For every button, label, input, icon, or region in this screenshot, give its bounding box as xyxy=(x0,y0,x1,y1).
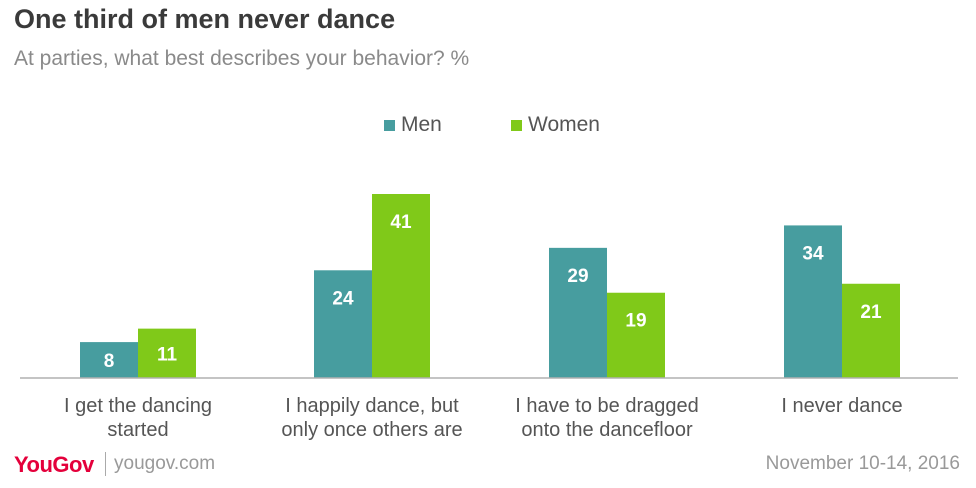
legend-item-men: Men xyxy=(384,113,442,137)
footer-url: yougov.com xyxy=(114,453,216,474)
legend-swatch-men xyxy=(384,119,395,131)
bar-women-2 xyxy=(607,292,665,378)
data-label-women-0: 11 xyxy=(157,344,178,365)
legend-label-women: Women xyxy=(528,113,600,136)
data-label-men-2: 29 xyxy=(567,266,588,287)
category-label-3-line-0: I never dance xyxy=(781,395,902,417)
category-label-1-line-0: I happily dance, but xyxy=(285,395,459,417)
category-label-2-line-0: I have to be dragged xyxy=(515,395,698,417)
data-label-men-0: 8 xyxy=(104,351,115,372)
data-label-women-3: 21 xyxy=(860,302,882,323)
bar-women-3 xyxy=(842,283,900,378)
data-label-women-2: 19 xyxy=(625,311,646,332)
bar-men-3 xyxy=(784,225,842,378)
bar-men-2 xyxy=(549,247,607,378)
data-label-men-3: 34 xyxy=(802,243,824,264)
footer-date: November 10-14, 2016 xyxy=(765,453,960,474)
data-label-men-1: 24 xyxy=(332,288,354,309)
bar-women-0 xyxy=(138,328,196,378)
chart-title: One third of men never dance xyxy=(14,4,396,34)
category-label-0-line-1: started xyxy=(107,419,168,441)
data-label-women-1: 41 xyxy=(390,212,412,233)
category-label-2-line-1: onto the dancefloor xyxy=(521,419,693,441)
category-label-0-line-0: I get the dancing xyxy=(64,395,212,417)
chart-subtitle: At parties, what best describes your beh… xyxy=(14,47,470,70)
bar-men-1 xyxy=(314,270,372,378)
category-label-1-line-1: only once others are xyxy=(281,419,462,441)
legend: Men Women xyxy=(0,113,976,143)
legend-swatch-women xyxy=(511,119,522,131)
legend-label-men: Men xyxy=(401,113,442,136)
bar-women-1 xyxy=(372,194,430,378)
legend-item-women: Women xyxy=(511,113,600,137)
footer-divider xyxy=(105,452,106,476)
yougov-logo: YouGov xyxy=(14,452,94,477)
bar-men-0 xyxy=(80,342,138,378)
